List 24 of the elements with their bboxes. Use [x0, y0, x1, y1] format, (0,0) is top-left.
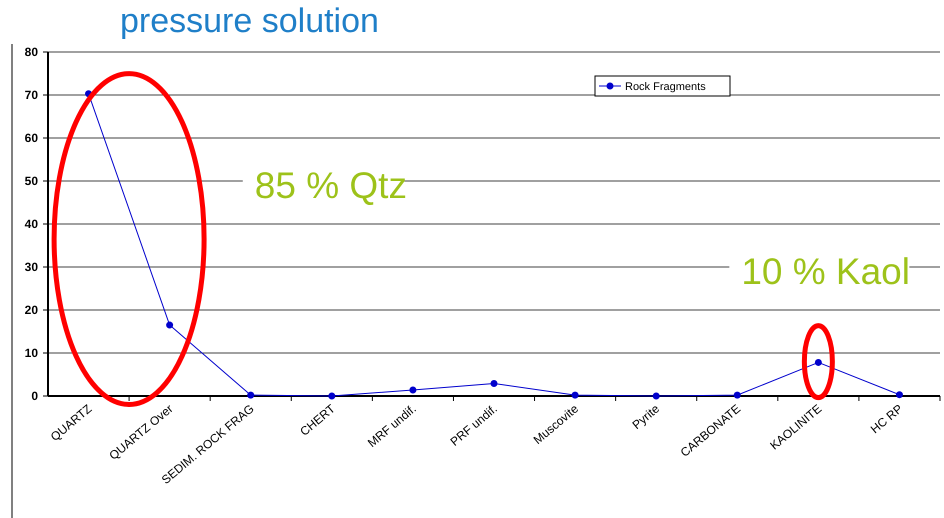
y-tick-label: 50 [24, 174, 38, 188]
y-tick-label: 30 [24, 260, 38, 274]
point [814, 358, 822, 366]
annotation: 85 % Qtz [254, 165, 407, 206]
y-tick-label: 0 [31, 389, 38, 404]
y-tick-label: 80 [24, 45, 38, 60]
point [166, 322, 174, 329]
point [328, 392, 336, 400]
y-tick-label: 40 [24, 217, 38, 232]
y-tick-label: 20 [24, 303, 38, 318]
x-tick-label: HC RP [868, 402, 906, 436]
y-tick-label: 10 [24, 346, 38, 360]
y-tick-label: 70 [24, 88, 38, 102]
y-tick-label: 60 [24, 131, 38, 146]
legend-label: Rock Fragments [625, 80, 706, 93]
chart-title: pressure solution [120, 2, 379, 40]
point [247, 392, 254, 399]
point [490, 380, 498, 388]
point [896, 391, 903, 398]
annotation: 10 % Kaol [741, 251, 910, 292]
point [652, 392, 660, 400]
point [409, 386, 416, 394]
point [572, 392, 579, 399]
point [734, 392, 741, 399]
